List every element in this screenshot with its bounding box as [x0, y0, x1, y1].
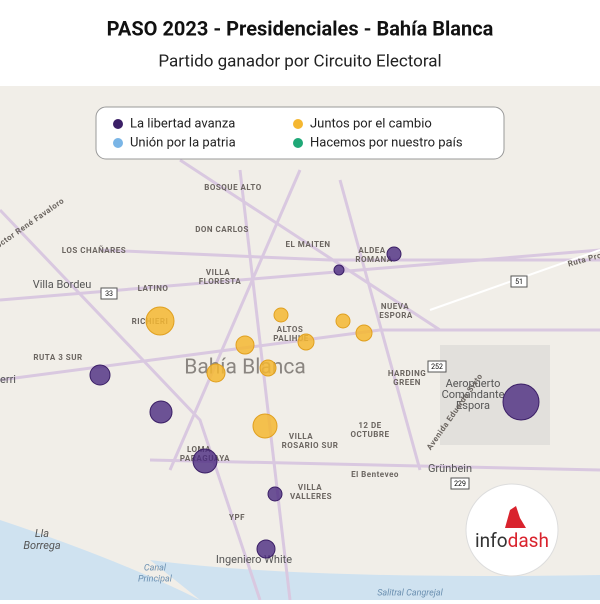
shield-label: 51: [515, 278, 523, 286]
place-label: BOSQUE ALTO: [204, 183, 262, 192]
shield: [100, 287, 118, 300]
place-label: LOS CHAÑARES: [62, 246, 126, 255]
shield: [510, 275, 528, 288]
place-label: OCTUBRE: [350, 430, 389, 439]
bubble: [386, 246, 402, 262]
place-label: VILLA: [298, 483, 322, 492]
legend-swatch: [113, 119, 123, 129]
legend-box: [95, 106, 505, 160]
place-label: FLORESTA: [199, 277, 242, 286]
legend-label: Unión por la patria: [130, 135, 236, 150]
bubble: [252, 413, 278, 439]
place-label: Espora: [456, 399, 490, 412]
bubble: [256, 539, 276, 559]
bubble: [192, 448, 218, 474]
logo-text: infodash: [475, 529, 549, 552]
place-label: Ingeniero White: [216, 553, 292, 566]
place-label: NUEVA: [381, 302, 409, 311]
place-label: Lla: [35, 527, 49, 540]
place-label: Comandante: [442, 388, 505, 401]
water-label: Salitral Cangrejal: [377, 588, 443, 598]
place-label: DON CARLOS: [195, 225, 249, 234]
place-label: Grünbein: [428, 462, 472, 475]
logo-part: info: [475, 529, 508, 552]
bubble: [502, 383, 540, 421]
place-label: VALLERES: [290, 492, 332, 501]
legend-swatch: [113, 138, 123, 148]
shield: [450, 477, 470, 490]
legend-label: Hacemos por nuestro país: [310, 135, 463, 150]
logo-circle: [465, 483, 559, 577]
bubble: [273, 307, 289, 323]
place-label: ALTOS: [277, 325, 304, 334]
place-label: ROSARIO SUR: [282, 441, 339, 450]
place-label: HARDING: [388, 369, 426, 378]
legend-label: Juntos por el cambio: [310, 116, 432, 131]
logo: infodash: [465, 483, 559, 577]
place-label: ESPORA: [379, 311, 413, 320]
place-label: GREEN: [393, 378, 421, 387]
route-shields: 33 51 252 229: [100, 275, 528, 490]
place-label: PALIHUE: [273, 334, 308, 343]
legend: La libertad avanza Juntos por el cambio …: [95, 106, 505, 160]
bubble: [297, 333, 315, 351]
place-label: EL MAITEN: [285, 240, 330, 249]
water-label: Principal: [138, 574, 173, 584]
place-label: 12 DE: [358, 421, 381, 430]
place-label: ALDEA: [358, 246, 385, 255]
bubble: [267, 486, 283, 502]
road-label: El Benteveo: [351, 470, 399, 479]
bubble: [355, 324, 373, 342]
city-label: Bahía Blanca: [184, 356, 306, 380]
bubble: [335, 313, 351, 329]
place-label: YPF: [229, 513, 245, 522]
bubble: [235, 335, 255, 355]
place-label: ROMANA: [355, 255, 392, 264]
logo-icon: [505, 506, 526, 528]
place-label: Borrega: [23, 539, 61, 552]
logo-part: dash: [508, 529, 549, 552]
bubble: [145, 306, 175, 336]
bubble: [333, 264, 345, 276]
roads: [0, 158, 600, 601]
shield: [427, 360, 447, 373]
water-label: Canal: [144, 563, 167, 573]
place-label: VILLA: [289, 432, 313, 441]
subtitle: Partido ganador por Circuito Electoral: [158, 51, 441, 71]
place-label: Villa Bordeu: [33, 278, 92, 291]
title: PASO 2023 - Presidenciales - Bahía Blanc…: [107, 16, 494, 40]
shield-label: 229: [454, 480, 466, 488]
bubble: [149, 400, 173, 424]
place-label: erri: [0, 373, 16, 386]
legend-label: La libertad avanza: [130, 116, 235, 131]
place-label: LOMA: [187, 445, 211, 454]
water: [0, 520, 600, 600]
bubble: [259, 359, 277, 377]
bubble: [89, 364, 111, 386]
place-label: Aeropuerto: [446, 377, 501, 390]
legend-swatch: [293, 138, 303, 148]
bubble: [206, 363, 226, 383]
place-label: VILLA: [206, 268, 230, 277]
shield-label: 33: [105, 290, 113, 298]
place-label: LATINO: [138, 284, 169, 293]
legend-swatch: [293, 119, 303, 129]
shield-label: 252: [431, 363, 443, 371]
circuit-bubbles: [89, 246, 540, 559]
place-label: RUTA 3 SUR: [33, 353, 82, 362]
header-bg: [0, 0, 600, 86]
